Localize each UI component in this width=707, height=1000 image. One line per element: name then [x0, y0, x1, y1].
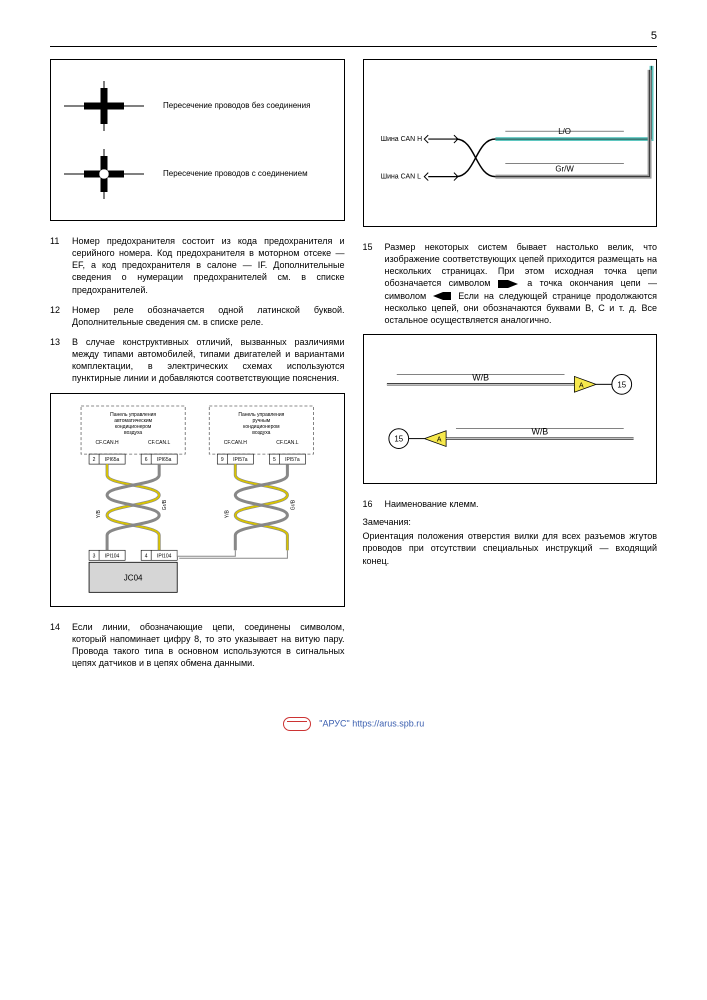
svg-text:9: 9 [221, 457, 224, 463]
svg-text:IPI57a: IPI57a [285, 457, 300, 463]
svg-text:5: 5 [273, 457, 276, 463]
svg-text:6: 6 [145, 457, 148, 463]
svg-text:A: A [578, 382, 583, 389]
item-number: 13 [50, 336, 72, 385]
end-marker-icon [431, 291, 453, 301]
notes: Замечания: Ориентация положения отверсти… [363, 516, 658, 567]
svg-text:CF.CAN.H: CF.CAN.H [96, 440, 119, 446]
svg-text:Gr/W: Gr/W [555, 165, 574, 174]
svg-text:JC04: JC04 [124, 573, 143, 582]
svg-text:Gr/B: Gr/B [162, 499, 168, 510]
svg-text:Gr/B: Gr/B [290, 499, 296, 510]
left-column: Пересечение проводов без соединения Пере… [50, 59, 345, 677]
item-number: 12 [50, 304, 72, 328]
svg-text:CF.CAN.L: CF.CAN.L [276, 440, 298, 446]
item-number: 11 [50, 235, 72, 296]
twisted-pair-diagram: Панель управления автоматическим кондици… [57, 400, 338, 600]
svg-text:воздуха: воздуха [252, 430, 270, 436]
svg-text:CF.CAN.L: CF.CAN.L [148, 440, 170, 446]
notes-body: Ориентация положения отверстия вилки для… [363, 530, 658, 566]
item-12: 12Номер реле обозначается одной латинско… [50, 304, 345, 328]
page: 5 Пересечение проводов без соединения [0, 0, 707, 751]
svg-text:воздуха: воздуха [124, 430, 142, 436]
svg-text:Y/B: Y/B [224, 509, 230, 518]
item-text: Если линии, обозначающие цепи, соединены… [72, 621, 345, 670]
svg-text:IPI104: IPI104 [157, 553, 172, 559]
two-columns: Пересечение проводов без соединения Пере… [50, 59, 657, 677]
notes-title: Замечания: [363, 516, 658, 528]
svg-text:IPI65a: IPI65a [157, 457, 172, 463]
item-text: Номер предохранителя состоит из кода пре… [72, 235, 345, 296]
item-text: Размер некоторых систем бывает настолько… [385, 241, 658, 326]
cross-connection-icon [59, 144, 149, 204]
item-text: В случае конструктивных отличий, вызванн… [72, 336, 345, 385]
item-14: 14 Если линии, обозначающие цепи, соедин… [50, 621, 345, 670]
footer: "АРУС" https://arus.spb.ru [50, 717, 657, 731]
svg-text:15: 15 [394, 435, 403, 444]
svg-text:2: 2 [93, 457, 96, 463]
cross-no-connection-icon [59, 76, 149, 136]
item-text: Наименование клемм. [385, 498, 658, 510]
fig-wb-markers: W/B A 15 15 A W/B [363, 334, 658, 484]
svg-text:IPI104: IPI104 [105, 553, 120, 559]
item-13: 13В случае конструктивных отличий, вызва… [50, 336, 345, 385]
cross-no-connection-label: Пересечение проводов без соединения [163, 101, 310, 111]
wb-markers-diagram: W/B A 15 15 A W/B [364, 335, 657, 483]
svg-text:15: 15 [617, 380, 626, 389]
svg-text:CF.CAN.H: CF.CAN.H [224, 440, 247, 446]
svg-text:3: 3 [93, 553, 96, 559]
svg-text:Y/B: Y/B [96, 509, 102, 518]
cross-connection-label: Пересечение проводов с соединением [163, 169, 308, 179]
header-rule [50, 46, 657, 47]
cross-no-connection-row: Пересечение проводов без соединения [59, 76, 336, 136]
fig-crossings: Пересечение проводов без соединения Пере… [50, 59, 345, 221]
can-bus-diagram: L/O Gr/W Шина CAN H Шина CAN L [364, 60, 657, 226]
fig-twisted-pair: Панель управления автоматическим кондици… [50, 393, 345, 607]
fig-can-bus: L/O Gr/W Шина CAN H Шина CAN L [363, 59, 658, 227]
svg-text:IPI65a: IPI65a [105, 457, 120, 463]
svg-text:L/O: L/O [558, 127, 571, 136]
footer-logo-icon [283, 717, 311, 731]
svg-text:W/B: W/B [472, 372, 489, 382]
item-16: 16 Наименование клемм. [363, 498, 658, 510]
item-11: 11Номер предохранителя состоит из кода п… [50, 235, 345, 296]
item-number: 16 [363, 498, 385, 510]
left-items: 11Номер предохранителя состоит из кода п… [50, 235, 345, 385]
item-15: 15 Размер некоторых систем бывает настол… [363, 241, 658, 326]
item-text: Номер реле обозначается одной латинской … [72, 304, 345, 328]
footer-text: "АРУС" https://arus.spb.ru [319, 719, 424, 729]
page-number: 5 [50, 30, 657, 42]
item-number: 14 [50, 621, 72, 670]
svg-text:IPI57a: IPI57a [233, 457, 248, 463]
svg-text:A: A [436, 437, 441, 444]
svg-text:4: 4 [145, 553, 148, 559]
svg-text:Шина CAN H: Шина CAN H [380, 136, 421, 143]
svg-text:W/B: W/B [531, 427, 548, 437]
item-number: 15 [363, 241, 385, 326]
svg-text:Шина CAN L: Шина CAN L [380, 174, 420, 181]
right-column: L/O Gr/W Шина CAN H Шина CAN L [363, 59, 658, 677]
start-marker-icon [498, 279, 520, 289]
cross-connection-row: Пересечение проводов с соединением [59, 144, 336, 204]
